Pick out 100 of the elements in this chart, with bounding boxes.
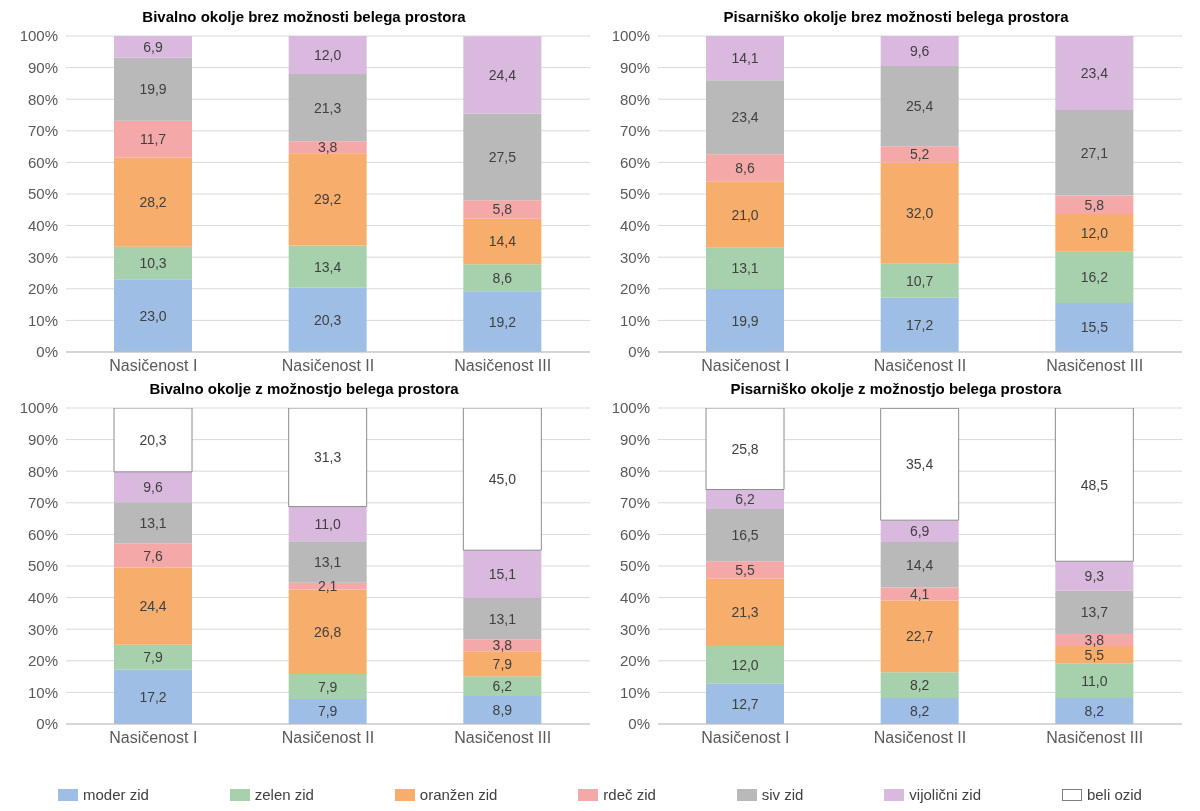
y-tick-label: 70% xyxy=(27,494,58,512)
y-tick-label: 100% xyxy=(611,27,650,45)
y-tick-label: 50% xyxy=(27,557,58,575)
data-label: 6,9 xyxy=(143,38,163,55)
data-label: 17,2 xyxy=(139,688,167,705)
data-label: 24,4 xyxy=(139,598,167,615)
data-label: 5,5 xyxy=(1084,646,1105,663)
bar xyxy=(880,297,959,352)
bar xyxy=(288,245,367,288)
y-tick-label: 60% xyxy=(619,153,650,171)
bar xyxy=(114,502,192,544)
y-tick-label: 60% xyxy=(27,525,58,543)
bar xyxy=(706,509,784,562)
bar xyxy=(463,264,542,292)
data-label: 12,0 xyxy=(1080,224,1109,241)
bar xyxy=(706,578,784,646)
bar xyxy=(114,471,192,503)
data-label: 27,5 xyxy=(488,148,517,165)
bar xyxy=(1055,590,1134,634)
bar xyxy=(880,146,959,163)
y-tick-label: 30% xyxy=(27,248,58,266)
data-label: 13,1 xyxy=(314,554,342,571)
data-label: 26,8 xyxy=(314,623,342,640)
data-label: 7,6 xyxy=(143,547,163,564)
y-tick-label: 0% xyxy=(628,343,650,361)
y-tick-label: 100% xyxy=(611,399,650,417)
data-label: 31,3 xyxy=(314,449,342,466)
bar xyxy=(1054,408,1134,562)
bar xyxy=(463,597,542,640)
data-label: 32,0 xyxy=(906,205,934,222)
data-label: 20,3 xyxy=(139,431,167,448)
x-tick-label: Nasičenost I xyxy=(109,729,198,747)
y-tick-label: 20% xyxy=(27,280,58,298)
chart-title: Bivalno okolje brez možnosti belega prostora xyxy=(141,8,467,26)
y-tick-label: 30% xyxy=(619,248,650,266)
bar xyxy=(706,561,784,579)
data-label: 7,9 xyxy=(143,649,163,666)
data-label: 3,8 xyxy=(1084,631,1105,648)
data-label: 22,7 xyxy=(906,628,934,645)
data-label: 9,6 xyxy=(909,42,930,59)
y-tick-label: 90% xyxy=(27,58,58,76)
data-label: 13,7 xyxy=(1080,604,1109,621)
bar xyxy=(463,291,542,352)
bar xyxy=(462,408,542,551)
data-label: 5,8 xyxy=(1084,196,1105,213)
data-label: 15,5 xyxy=(1080,319,1109,336)
y-tick-label: 10% xyxy=(27,683,58,701)
bar xyxy=(1055,109,1134,196)
data-label: 7,9 xyxy=(317,703,338,720)
data-label: 5,8 xyxy=(492,201,513,218)
y-tick-label: 50% xyxy=(619,185,650,203)
data-label: 17,2 xyxy=(906,316,934,333)
y-tick-label: 30% xyxy=(27,620,58,638)
bar xyxy=(880,672,959,699)
y-tick-label: 50% xyxy=(27,185,58,203)
bar xyxy=(1055,251,1134,304)
x-tick-label: Nasičenost I xyxy=(701,357,790,375)
legend-label: beli ozid xyxy=(1085,786,1142,803)
y-tick-label: 0% xyxy=(628,715,650,733)
bar xyxy=(1055,698,1134,724)
data-label: 12,7 xyxy=(731,695,759,712)
data-label: 45,0 xyxy=(488,471,517,488)
bar xyxy=(880,36,959,67)
bar xyxy=(880,600,959,673)
bar xyxy=(288,36,367,74)
data-label: 8,2 xyxy=(909,703,930,720)
data-label: 13,1 xyxy=(488,610,517,627)
data-label: 6,9 xyxy=(909,523,930,540)
data-label: 23,4 xyxy=(1080,64,1109,81)
data-label: 13,1 xyxy=(731,260,759,277)
data-label: 20,3 xyxy=(314,311,342,328)
bar xyxy=(706,645,784,684)
data-label: 19,9 xyxy=(139,81,167,98)
y-tick-label: 40% xyxy=(619,216,650,234)
y-tick-label: 20% xyxy=(27,652,58,670)
bar xyxy=(706,683,784,724)
x-tick-label: Nasičenost I xyxy=(701,729,790,747)
legend-label: vijolični zid xyxy=(908,786,981,803)
bar xyxy=(880,541,959,588)
y-tick-label: 90% xyxy=(619,430,650,448)
y-tick-label: 20% xyxy=(619,652,650,670)
bar xyxy=(288,408,368,508)
data-label: 11,7 xyxy=(139,131,167,148)
data-label: 13,1 xyxy=(139,514,167,531)
bar xyxy=(113,408,193,473)
data-label: 25,4 xyxy=(906,98,934,115)
data-label: 8,2 xyxy=(909,677,930,694)
y-tick-label: 40% xyxy=(619,588,650,606)
bar xyxy=(1055,645,1134,664)
y-tick-label: 100% xyxy=(19,399,58,417)
data-label: 6,2 xyxy=(735,491,755,508)
bar xyxy=(463,550,542,598)
data-label: 14,4 xyxy=(488,233,517,250)
bar xyxy=(880,698,959,724)
data-label: 19,9 xyxy=(731,312,759,329)
bar xyxy=(880,66,959,147)
y-tick-label: 60% xyxy=(27,153,58,171)
x-tick-label: Nasičenost I xyxy=(109,357,198,375)
data-label: 4,1 xyxy=(909,585,930,602)
data-label: 28,2 xyxy=(139,194,167,211)
